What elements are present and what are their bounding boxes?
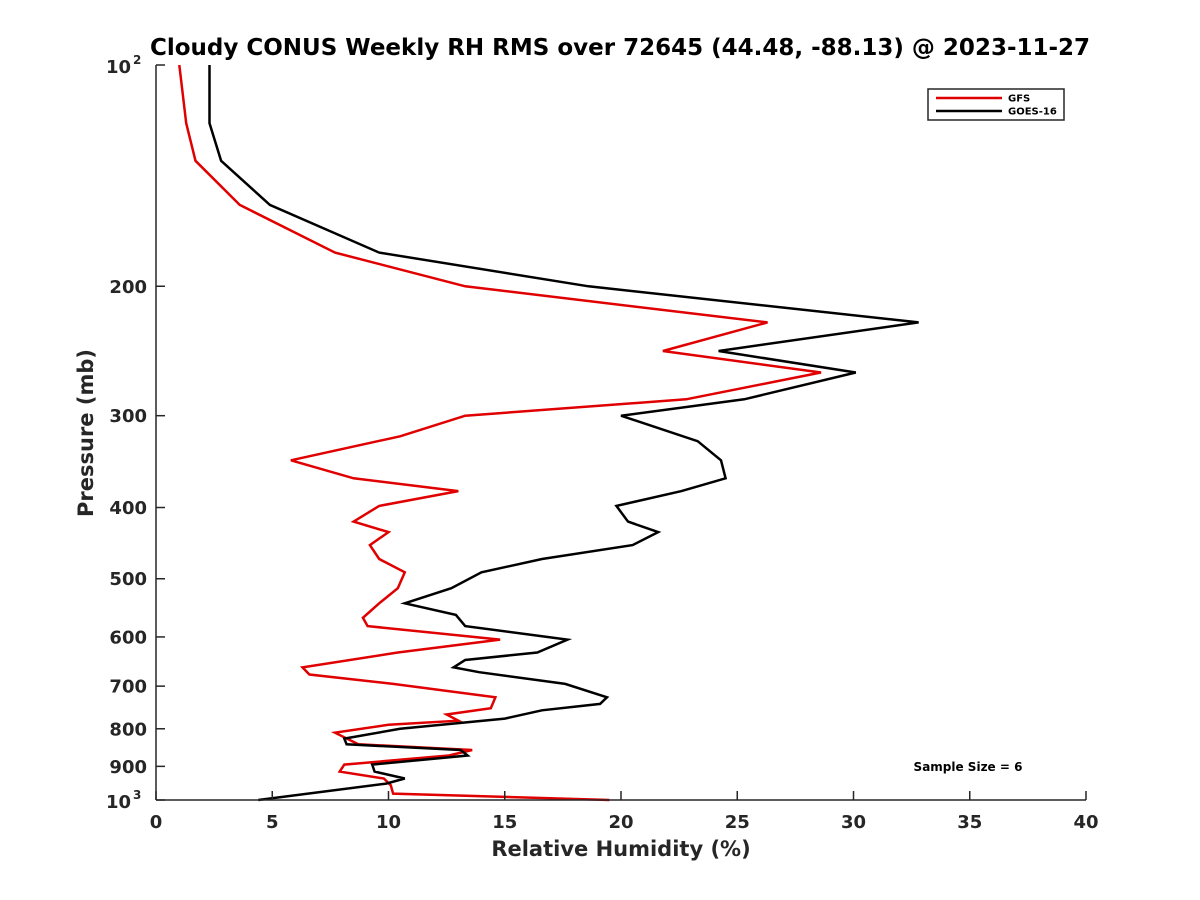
y-tick-label: 800 — [109, 719, 147, 740]
y-tick-label: 500 — [109, 569, 147, 590]
legend: GFS GOES-16 — [927, 88, 1065, 121]
x-tick-label: 30 — [841, 812, 866, 833]
y-tick-label: 600 — [109, 627, 147, 648]
x-tick-label: 0 — [150, 812, 163, 833]
chart-title: Cloudy CONUS Weekly RH RMS over 72645 (4… — [150, 35, 1090, 61]
legend-box — [927, 88, 1065, 121]
legend-label-goes16: GOES-16 — [1008, 107, 1057, 118]
y-tick-label: 900 — [109, 757, 147, 778]
y-tick-label: 400 — [109, 498, 147, 519]
sample-size-annotation: Sample Size = 6 — [914, 760, 1023, 774]
y-tick-label-exponent: 2 — [133, 53, 141, 67]
x-tick-label: 25 — [725, 812, 750, 833]
y-tick-label: 700 — [109, 677, 147, 698]
y-tick-label: 200 — [109, 277, 147, 298]
legend-label-gfs: GFS — [1008, 94, 1030, 105]
x-tick-label: 20 — [608, 812, 633, 833]
x-tick-label: 5 — [266, 812, 279, 833]
x-tick-label: 35 — [957, 812, 982, 833]
x-tick-label: 40 — [1073, 812, 1098, 833]
y-axis-label: Pressure (mb) — [74, 349, 98, 517]
y-tick-label-base: 10 — [106, 57, 131, 78]
y-tick-label-base: 10 — [106, 792, 131, 813]
y-tick-label: 300 — [109, 406, 147, 427]
y-tick-label-exponent: 3 — [133, 788, 141, 802]
series-layer — [178, 64, 919, 802]
x-axis-label: Relative Humidity (%) — [491, 837, 750, 861]
x-tick-label: 15 — [492, 812, 517, 833]
x-ticks: 0 5 10 15 20 25 30 35 40 — [150, 791, 1099, 833]
series-line-goes16 — [208, 65, 919, 802]
x-tick-label: 10 — [376, 812, 401, 833]
